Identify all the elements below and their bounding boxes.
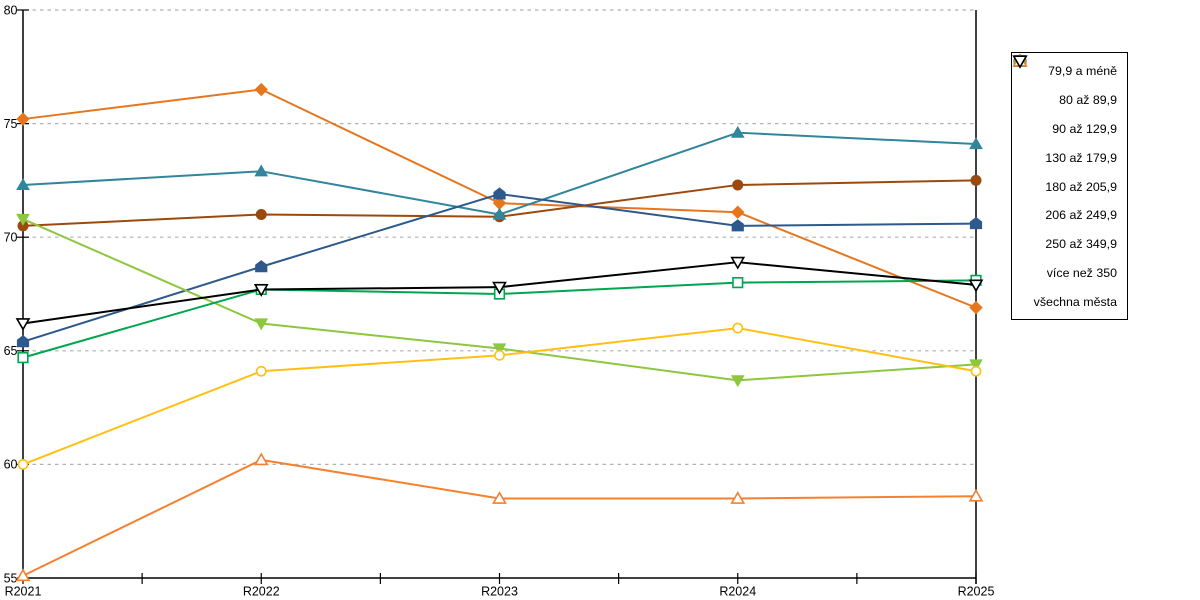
legend-item: 180 až 205,9 bbox=[1012, 55, 1127, 201]
triangle-up-marker-icon bbox=[969, 137, 983, 150]
triangle-down-marker-icon bbox=[1012, 55, 1028, 69]
triangle-down-marker-icon bbox=[492, 343, 507, 356]
legend-item-label: 79,9 a méně bbox=[1048, 64, 1117, 79]
triangle-up-marker-icon bbox=[253, 452, 269, 466]
legend-item: 206 až 249,9 bbox=[1012, 55, 1127, 230]
legend: 79,9 a méně 80 až 89,9 90 až 129,9 130 až 1… bbox=[1011, 52, 1128, 321]
pentagon-marker-icon bbox=[731, 219, 744, 232]
diamond-marker-icon bbox=[16, 112, 30, 126]
series-line bbox=[22, 458, 977, 577]
legend-item-label: 250 až 349,9 bbox=[1045, 237, 1117, 252]
y-axis-tick-label: 55 bbox=[4, 571, 18, 585]
x-axis-tick-label: R2021 bbox=[5, 585, 42, 599]
triangle-down-marker-icon bbox=[969, 359, 983, 372]
triangle-up-marker-icon bbox=[492, 207, 507, 220]
legend-triangle-down-icon bbox=[1012, 55, 1028, 69]
triangle-up-marker-icon bbox=[254, 164, 269, 177]
triangle-down-marker-icon bbox=[968, 279, 984, 293]
triangle-down-marker-icon bbox=[730, 256, 746, 270]
circle-marker-icon bbox=[970, 365, 982, 377]
pentagon-marker-icon bbox=[16, 335, 30, 348]
legend-item: 250 až 349,9 bbox=[1012, 55, 1127, 259]
triangle-down-marker-icon bbox=[16, 213, 30, 226]
x-axis-tick-label: R2023 bbox=[481, 585, 518, 599]
legend-item-label: 180 až 205,9 bbox=[1045, 179, 1117, 194]
triangle-down-marker-icon bbox=[730, 375, 745, 388]
diamond-marker-icon bbox=[969, 300, 983, 315]
square-marker-icon bbox=[732, 277, 744, 289]
triangle-down-marker-icon bbox=[254, 318, 269, 331]
triangle-down-marker-icon bbox=[15, 318, 31, 331]
x-axis-tick-label: R2024 bbox=[719, 585, 756, 599]
circle-marker-icon bbox=[17, 458, 29, 470]
y-axis-tick-label: 65 bbox=[4, 344, 18, 358]
y-axis-tick-label: 60 bbox=[4, 458, 18, 472]
circle-marker-icon bbox=[732, 322, 744, 334]
y-axis-tick-label: 70 bbox=[4, 231, 18, 245]
pentagon-marker-icon bbox=[255, 260, 268, 273]
legend-item-label: 90 až 129,9 bbox=[1052, 121, 1117, 136]
x-axis-tick-label: R2025 bbox=[958, 585, 995, 599]
pentagon-marker-icon bbox=[493, 187, 506, 200]
circle-marker-icon bbox=[255, 208, 267, 220]
legend-item-label: více než 350 bbox=[1046, 265, 1117, 280]
triangle-up-marker-icon bbox=[492, 491, 507, 504]
circle-marker-icon bbox=[494, 349, 505, 361]
x-axis-tick-label: R2022 bbox=[243, 585, 280, 599]
diamond-marker-icon bbox=[254, 82, 268, 97]
y-axis-tick-label: 80 bbox=[4, 3, 18, 17]
legend-item-label: 130 až 179,9 bbox=[1045, 150, 1117, 165]
circle-marker-icon bbox=[970, 174, 982, 186]
circle-marker-icon bbox=[732, 179, 744, 191]
legend-item-label: 206 až 249,9 bbox=[1045, 208, 1117, 223]
legend-item: 80 až 89,9 bbox=[1012, 55, 1127, 115]
triangle-up-marker-icon bbox=[730, 491, 746, 504]
triangle-up-marker-icon bbox=[15, 568, 31, 582]
square-marker-icon bbox=[17, 352, 29, 364]
triangle-up-marker-icon bbox=[16, 178, 30, 191]
legend-item-label: 80 až 89,9 bbox=[1059, 93, 1117, 108]
diamond-marker-icon bbox=[731, 205, 745, 219]
legend-item-label: všechna města bbox=[1033, 294, 1117, 309]
triangle-up-marker-icon bbox=[968, 488, 984, 502]
y-axis-tick-label: 75 bbox=[4, 117, 18, 131]
triangle-up-marker-icon bbox=[730, 125, 745, 138]
legend-item: všechna města bbox=[1012, 55, 1127, 316]
legend-item: 90 až 129,9 bbox=[1012, 53, 1127, 144]
legend-item: 130 až 179,9 bbox=[1012, 54, 1127, 172]
triangle-down-marker-icon bbox=[253, 284, 269, 297]
pentagon-marker-icon bbox=[969, 216, 983, 230]
circle-marker-icon bbox=[255, 365, 267, 377]
triangle-down-marker-icon bbox=[492, 281, 507, 295]
legend-item: více než 350 bbox=[1012, 53, 1127, 288]
legend-item: 79,9 a méně bbox=[1012, 53, 1127, 86]
